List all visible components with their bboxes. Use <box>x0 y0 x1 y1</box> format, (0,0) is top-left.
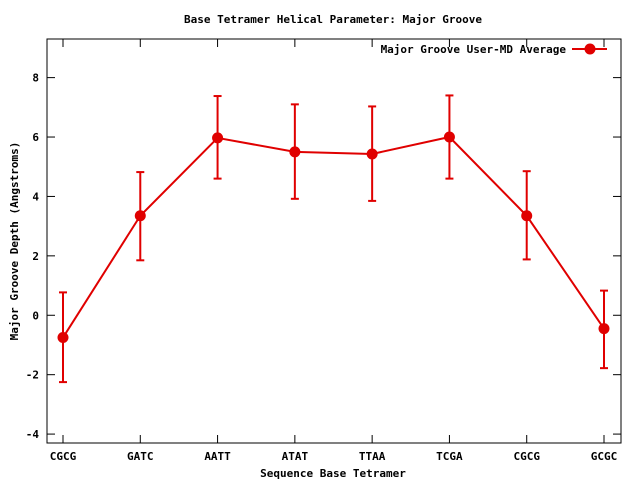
legend: Major Groove User-MD Average <box>381 43 607 56</box>
y-tick-label: 0 <box>32 309 39 322</box>
x-tick-label: TCGA <box>436 450 463 463</box>
data-point <box>134 210 146 222</box>
x-tick-label: CGCG <box>513 450 540 463</box>
y-tick-label: 8 <box>32 72 39 85</box>
y-tick-label: 2 <box>32 250 39 263</box>
x-tick-label: AATT <box>204 450 231 463</box>
y-tick-label: -4 <box>26 428 40 441</box>
data-point <box>212 132 224 144</box>
plot-frame <box>46 38 622 444</box>
x-tick-label: CGCG <box>50 450 77 463</box>
x-tick-label: GATC <box>127 450 154 463</box>
x-tick-label: ATAT <box>282 450 309 463</box>
x-tick-label: TTAA <box>359 450 386 463</box>
data-point <box>598 323 610 335</box>
data-point <box>289 146 301 158</box>
data-point <box>521 210 533 222</box>
chart-title: Base Tetramer Helical Parameter: Major G… <box>184 13 482 26</box>
x-axis-label: Sequence Base Tetramer <box>260 467 406 480</box>
x-tick-label: GCGC <box>591 450 618 463</box>
series-group <box>57 94 610 384</box>
y-tick-label: 6 <box>32 131 39 144</box>
legend-marker-swatch <box>584 43 596 55</box>
series-line <box>62 135 605 339</box>
data-point <box>57 332 69 344</box>
y-tick-label: -2 <box>26 369 39 382</box>
data-point <box>366 148 378 160</box>
data-point <box>443 131 455 143</box>
legend-label: Major Groove User-MD Average <box>381 43 567 56</box>
y-tick-label: 4 <box>32 190 39 203</box>
y-axis-label: Major Groove Depth (Angstroms) <box>8 142 21 341</box>
x-axis: CGCG GATC AATT ATAT TTAA TCGA CGCG GCGC <box>50 39 618 463</box>
y-axis: -4 -2 0 2 4 6 8 <box>26 72 621 441</box>
